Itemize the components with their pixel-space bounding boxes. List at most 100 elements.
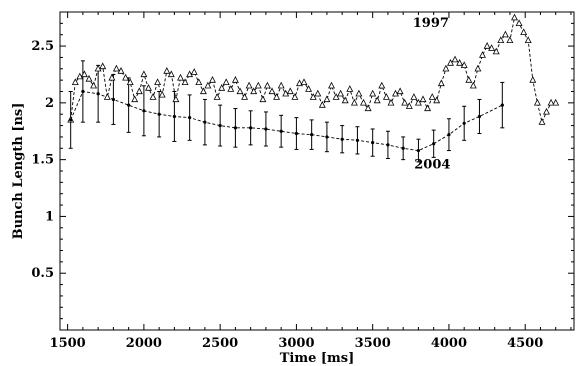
series-1997-point bbox=[117, 67, 125, 74]
y-tick-label: 1 bbox=[45, 209, 54, 224]
series-2004-point bbox=[371, 141, 375, 145]
series-1997-point bbox=[364, 104, 372, 112]
series-1997-point bbox=[309, 93, 317, 100]
series-2004-point bbox=[386, 143, 390, 147]
series-markers bbox=[67, 13, 560, 153]
series-1997-label: 1997 bbox=[413, 16, 449, 31]
series-2004-point bbox=[462, 121, 466, 125]
series-1997-point bbox=[126, 78, 134, 85]
series-1997-point bbox=[547, 98, 555, 106]
series-lines bbox=[70, 16, 556, 152]
series-1997-point bbox=[437, 79, 445, 87]
series-1997-point bbox=[337, 89, 345, 97]
y-tick-label: 2 bbox=[45, 96, 54, 111]
x-tick-label: 1500 bbox=[50, 336, 86, 351]
series-1997-point bbox=[300, 78, 308, 85]
series-1997-point bbox=[506, 36, 514, 43]
series-2004-point bbox=[294, 131, 299, 136]
series-1997-point bbox=[190, 68, 198, 75]
series-1997-point bbox=[195, 78, 203, 85]
series-1997-point bbox=[99, 62, 107, 70]
series-1997-point bbox=[511, 13, 518, 21]
series-1997-point bbox=[456, 59, 464, 66]
series-1997-point bbox=[263, 81, 271, 89]
series-1997-point bbox=[305, 85, 313, 92]
series-1997-point bbox=[332, 93, 340, 100]
series-2004-point bbox=[188, 116, 192, 120]
series-1997-point bbox=[76, 72, 84, 80]
series-2004-point bbox=[432, 142, 436, 146]
series-1997-point bbox=[392, 89, 399, 97]
series-1997-point bbox=[108, 73, 116, 81]
series-1997-point bbox=[222, 78, 230, 85]
x-axis-label: Time [ms] bbox=[280, 351, 355, 366]
series-1997-point bbox=[177, 73, 184, 81]
x-tick-label: 4000 bbox=[431, 336, 467, 351]
series-1997-point bbox=[85, 74, 93, 82]
series-1997-point bbox=[543, 107, 550, 115]
series-2004-point bbox=[401, 146, 405, 150]
series-1997-point bbox=[218, 84, 226, 91]
series-1997-point bbox=[94, 64, 102, 72]
series-1997-point bbox=[419, 95, 427, 103]
series-2004-point bbox=[249, 126, 253, 130]
series-1997-point bbox=[282, 89, 290, 97]
y-tick-label: 0.5 bbox=[31, 266, 54, 281]
series-1997-point bbox=[350, 98, 358, 106]
series-1997-point bbox=[103, 93, 111, 100]
series-2004-point bbox=[157, 112, 161, 116]
series-1997-point bbox=[259, 95, 267, 103]
x-tick-label: 3500 bbox=[355, 336, 391, 351]
x-tick-label: 2500 bbox=[202, 336, 238, 351]
series-1997-point bbox=[80, 70, 88, 78]
series-1997-point bbox=[497, 36, 505, 43]
series-1997-point bbox=[268, 87, 276, 95]
series-2004-point bbox=[203, 120, 207, 124]
series-1997-point bbox=[71, 78, 79, 85]
series-1997-point bbox=[254, 81, 262, 89]
series-2004-point bbox=[416, 148, 421, 153]
series-2004-point bbox=[355, 138, 360, 142]
series-1997-point bbox=[382, 93, 390, 100]
series-1997-point bbox=[90, 81, 98, 89]
series-2004-point bbox=[325, 135, 329, 139]
series-2004-point bbox=[81, 89, 85, 94]
series-1997-point bbox=[460, 61, 468, 68]
x-tick-label: 4500 bbox=[507, 336, 543, 351]
series-1997-point bbox=[186, 70, 194, 78]
series-1997-point bbox=[346, 85, 354, 92]
series-1997-point bbox=[181, 78, 189, 85]
series-2004-point bbox=[69, 118, 73, 122]
series-1997-point bbox=[163, 67, 171, 74]
series-2004-point bbox=[500, 103, 504, 107]
series-1997-point bbox=[387, 98, 395, 106]
series-1997-point bbox=[428, 93, 436, 100]
series-1997-point bbox=[414, 98, 422, 106]
series-1997-point bbox=[286, 87, 294, 95]
series-1997-point bbox=[172, 95, 180, 103]
series-1997-point bbox=[231, 76, 239, 83]
series-1997-point bbox=[552, 98, 560, 106]
series-1997-point bbox=[401, 98, 409, 106]
series-1997-point bbox=[378, 81, 386, 89]
series-1997-point bbox=[213, 93, 221, 100]
series-1997-point bbox=[341, 96, 349, 104]
series-2004-point bbox=[477, 114, 482, 119]
series-labels: 1997 2004 bbox=[413, 16, 451, 173]
series-1997-point bbox=[515, 19, 523, 26]
x-tick-label: 3000 bbox=[278, 336, 314, 351]
series-1997-point bbox=[291, 93, 299, 100]
series-1997-point bbox=[373, 96, 381, 104]
series-1997-point bbox=[533, 98, 541, 106]
series-1997-point bbox=[488, 44, 496, 51]
series-1997-point bbox=[158, 90, 166, 98]
series-2004-point bbox=[127, 103, 131, 107]
series-1997-point bbox=[236, 87, 244, 95]
series-1997-point bbox=[442, 64, 450, 72]
series-1997-point bbox=[277, 81, 285, 89]
y-tick-label: 1.5 bbox=[31, 153, 54, 168]
series-1997-point bbox=[538, 118, 546, 125]
series-1997-point bbox=[479, 51, 486, 58]
series-2004-point bbox=[264, 127, 268, 131]
